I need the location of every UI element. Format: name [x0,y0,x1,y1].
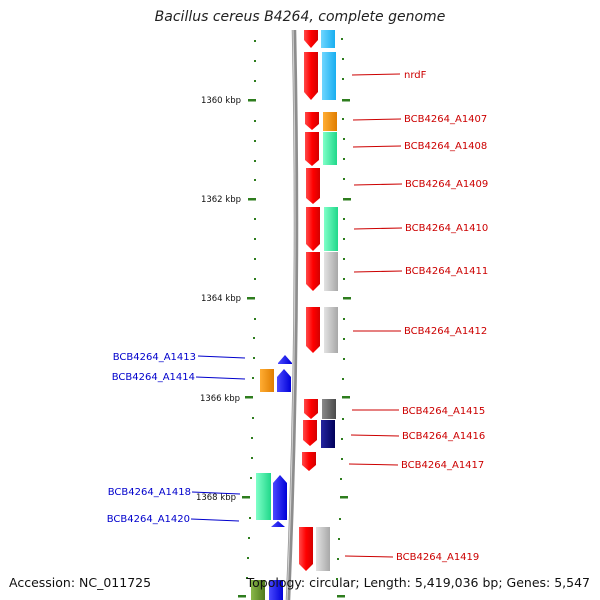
feature-box[interactable] [323,132,337,165]
feature-box[interactable] [322,52,336,100]
gene-label[interactable]: BCB4264_A1419 [396,552,479,563]
feature-box[interactable] [322,399,336,419]
forward-gene-track [299,30,320,571]
gene-arrow[interactable] [305,112,319,130]
gene-arrow[interactable] [273,475,287,520]
feature-box[interactable] [256,473,271,520]
scale-label: 1364 kbp [201,294,241,304]
map-title: Bacillus cereus B4264, complete genome [154,9,446,25]
scale-label: 1368 kbp [196,493,236,503]
gene-arrow[interactable] [299,527,313,571]
gene-label[interactable]: BCB4264_A1412 [404,326,487,337]
genome-backbone-highlight [286,29,296,600]
gene-label[interactable]: BCB4264_A1409 [405,179,488,190]
scale-label: 1366 kbp [200,394,240,404]
feature-box[interactable] [321,30,335,48]
feature-box[interactable] [251,580,265,600]
right-tick-column [336,38,351,598]
gene-label[interactable]: BCB4264_A1417 [401,460,484,471]
gene-label[interactable]: BCB4264_A1411 [405,266,488,277]
gene-label[interactable]: BCB4264_A1414 [112,372,195,383]
gene-label[interactable]: BCB4264_A1413 [113,352,196,363]
gene-arrow[interactable] [306,252,320,291]
gene-label-nrdf[interactable]: nrdF [404,70,427,81]
gene-arrow[interactable] [277,369,291,392]
feature-box[interactable] [324,307,338,353]
gene-label[interactable]: BCB4264_A1418 [108,487,191,498]
reverse-leader-lines [190,355,246,522]
gene-arrow[interactable] [306,307,320,353]
gene-label[interactable]: BCB4264_A1408 [404,141,487,152]
gene-arrow[interactable] [306,207,320,251]
forward-leader-lines [344,73,403,558]
feature-box[interactable] [269,580,283,600]
feature-box[interactable] [324,252,338,291]
accession-text: Accession: NC_011725 [9,575,152,590]
gene-label[interactable]: BCB4264_A1410 [405,223,488,234]
gene-arrow[interactable] [306,168,320,204]
feature-box[interactable] [316,527,330,571]
genome-summary-text: Topology: circular; Length: 5,419,036 bp… [246,575,590,590]
gene-label[interactable]: BCB4264_A1415 [402,406,485,417]
feature-box[interactable] [324,207,338,251]
feature-box[interactable] [321,420,335,448]
feature-box[interactable] [323,112,337,131]
genome-backbone [285,29,299,600]
scale-label: 1362 kbp [201,195,241,205]
gene-arrow[interactable] [271,521,285,527]
gene-label[interactable]: BCB4264_A1420 [107,514,190,525]
gene-arrow[interactable] [302,452,316,471]
reverse-gene-track [251,355,292,600]
gene-arrow[interactable] [304,399,318,419]
gene-arrow[interactable] [305,132,319,166]
gene-arrow[interactable] [304,52,318,100]
feature-box[interactable] [260,369,274,392]
left-tick-column [238,40,256,598]
gene-arrow[interactable] [303,420,317,446]
gene-arrow[interactable] [304,30,318,48]
gene-label[interactable]: BCB4264_A1407 [404,114,487,125]
gene-arrow[interactable] [278,355,292,364]
scale-label: 1360 kbp [201,96,241,106]
gene-label[interactable]: BCB4264_A1416 [402,431,485,442]
forward-feature-track [316,30,338,571]
